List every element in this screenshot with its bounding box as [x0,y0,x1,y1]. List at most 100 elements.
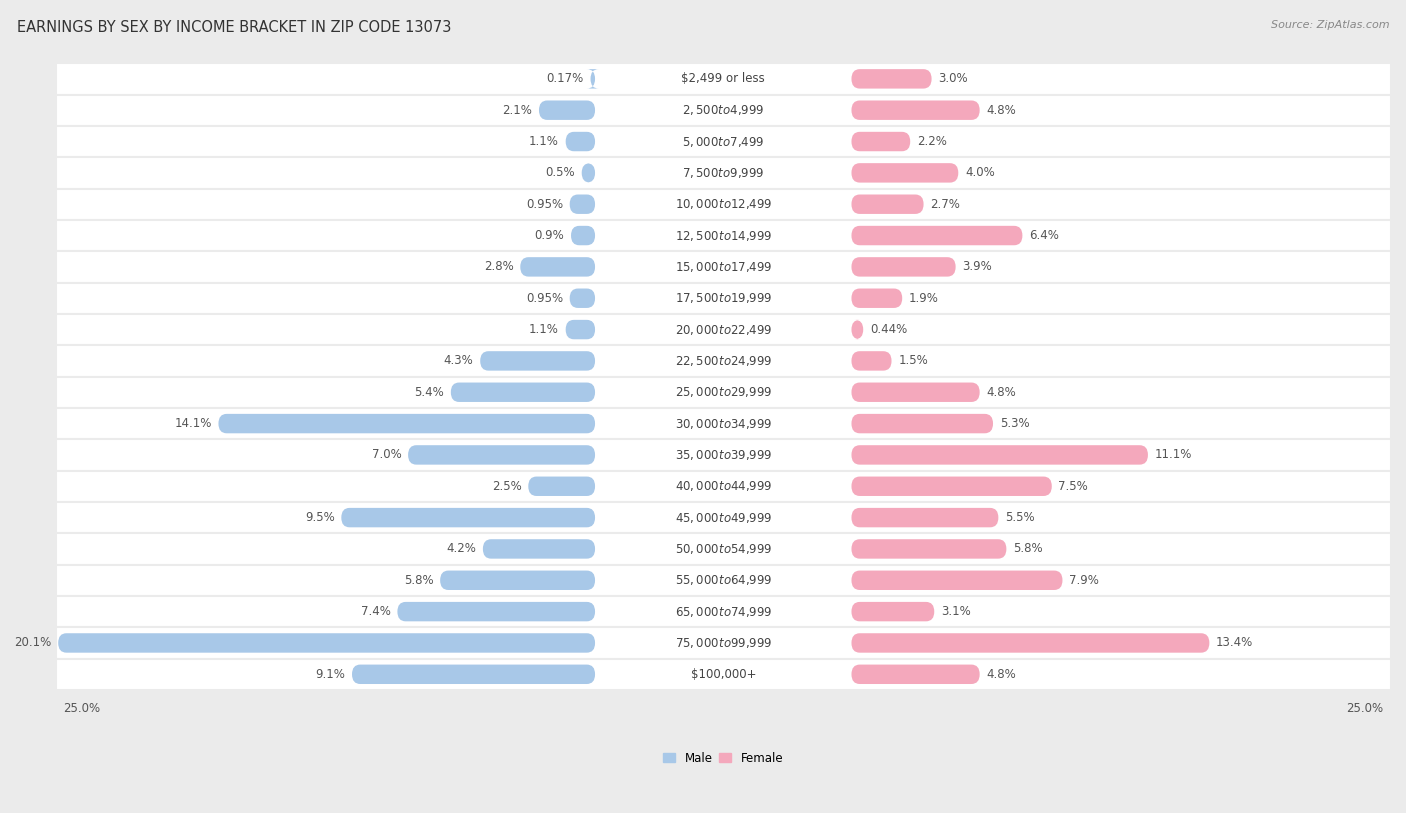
FancyBboxPatch shape [852,320,863,339]
Text: 3.9%: 3.9% [962,260,993,273]
FancyBboxPatch shape [218,414,595,433]
Text: 4.8%: 4.8% [987,385,1017,398]
FancyBboxPatch shape [529,476,595,496]
FancyBboxPatch shape [342,508,595,528]
FancyBboxPatch shape [55,628,1391,659]
FancyBboxPatch shape [55,439,1391,471]
Text: $35,000 to $39,999: $35,000 to $39,999 [675,448,772,462]
Text: $22,500 to $24,999: $22,500 to $24,999 [675,354,772,368]
FancyBboxPatch shape [852,602,934,621]
Text: $65,000 to $74,999: $65,000 to $74,999 [675,605,772,619]
Text: 1.1%: 1.1% [529,135,560,148]
FancyBboxPatch shape [852,257,956,276]
Text: $7,500 to $9,999: $7,500 to $9,999 [682,166,765,180]
FancyBboxPatch shape [571,226,595,246]
FancyBboxPatch shape [55,502,1391,533]
FancyBboxPatch shape [55,314,1391,346]
FancyBboxPatch shape [398,602,595,621]
Text: 6.4%: 6.4% [1029,229,1059,242]
Text: 9.5%: 9.5% [305,511,335,524]
FancyBboxPatch shape [352,664,595,684]
FancyBboxPatch shape [55,471,1391,502]
FancyBboxPatch shape [55,533,1391,564]
FancyBboxPatch shape [565,132,595,151]
Text: 5.5%: 5.5% [1005,511,1035,524]
Text: 5.8%: 5.8% [1014,542,1043,555]
Text: Source: ZipAtlas.com: Source: ZipAtlas.com [1271,20,1389,30]
Text: 1.5%: 1.5% [898,354,928,367]
Text: 9.1%: 9.1% [315,667,346,680]
Text: 25.0%: 25.0% [1346,702,1384,715]
Text: 2.1%: 2.1% [502,104,533,117]
FancyBboxPatch shape [852,69,932,89]
Text: 13.4%: 13.4% [1216,637,1253,650]
FancyBboxPatch shape [55,220,1391,251]
FancyBboxPatch shape [55,408,1391,439]
FancyBboxPatch shape [852,163,959,183]
FancyBboxPatch shape [852,351,891,371]
Text: $12,500 to $14,999: $12,500 to $14,999 [675,228,772,242]
Text: $2,500 to $4,999: $2,500 to $4,999 [682,103,765,117]
FancyBboxPatch shape [852,446,1147,465]
FancyBboxPatch shape [408,446,595,465]
FancyBboxPatch shape [55,157,1391,189]
Text: EARNINGS BY SEX BY INCOME BRACKET IN ZIP CODE 13073: EARNINGS BY SEX BY INCOME BRACKET IN ZIP… [17,20,451,35]
FancyBboxPatch shape [852,664,980,684]
Text: 5.8%: 5.8% [404,574,433,587]
Text: $15,000 to $17,499: $15,000 to $17,499 [675,260,772,274]
FancyBboxPatch shape [582,163,595,183]
Text: $75,000 to $99,999: $75,000 to $99,999 [675,636,772,650]
Text: 4.8%: 4.8% [987,667,1017,680]
FancyBboxPatch shape [852,633,1209,653]
Text: 7.5%: 7.5% [1059,480,1088,493]
Text: 4.3%: 4.3% [444,354,474,367]
FancyBboxPatch shape [55,346,1391,376]
FancyBboxPatch shape [440,571,595,590]
FancyBboxPatch shape [55,659,1391,690]
Text: 4.8%: 4.8% [987,104,1017,117]
Text: $45,000 to $49,999: $45,000 to $49,999 [675,511,772,524]
FancyBboxPatch shape [451,383,595,402]
Text: $40,000 to $44,999: $40,000 to $44,999 [675,479,772,493]
Text: 7.0%: 7.0% [371,449,401,462]
FancyBboxPatch shape [852,476,1052,496]
Text: 1.1%: 1.1% [529,323,560,336]
Text: 20.1%: 20.1% [14,637,52,650]
FancyBboxPatch shape [482,539,595,559]
FancyBboxPatch shape [852,289,903,308]
Text: 25.0%: 25.0% [63,702,101,715]
Text: 7.9%: 7.9% [1069,574,1099,587]
FancyBboxPatch shape [481,351,595,371]
FancyBboxPatch shape [852,571,1063,590]
Text: 7.4%: 7.4% [361,605,391,618]
FancyBboxPatch shape [852,508,998,528]
FancyBboxPatch shape [55,283,1391,314]
Text: $25,000 to $29,999: $25,000 to $29,999 [675,385,772,399]
Text: 4.2%: 4.2% [446,542,477,555]
FancyBboxPatch shape [852,414,993,433]
Text: 2.2%: 2.2% [917,135,946,148]
Text: 4.0%: 4.0% [965,167,994,180]
FancyBboxPatch shape [852,226,1022,246]
Text: $5,000 to $7,499: $5,000 to $7,499 [682,134,765,149]
FancyBboxPatch shape [852,539,1007,559]
Text: $55,000 to $64,999: $55,000 to $64,999 [675,573,772,587]
FancyBboxPatch shape [852,194,924,214]
Text: $30,000 to $34,999: $30,000 to $34,999 [675,416,772,431]
Text: 3.0%: 3.0% [938,72,967,85]
FancyBboxPatch shape [55,564,1391,596]
Text: 14.1%: 14.1% [174,417,212,430]
Text: 11.1%: 11.1% [1154,449,1192,462]
FancyBboxPatch shape [55,189,1391,220]
FancyBboxPatch shape [852,132,910,151]
FancyBboxPatch shape [852,101,980,120]
Text: $17,500 to $19,999: $17,500 to $19,999 [675,291,772,305]
FancyBboxPatch shape [55,94,1391,126]
FancyBboxPatch shape [55,596,1391,628]
Text: 5.4%: 5.4% [415,385,444,398]
Text: 2.8%: 2.8% [484,260,513,273]
Text: 0.9%: 0.9% [534,229,564,242]
FancyBboxPatch shape [569,194,595,214]
Text: 2.7%: 2.7% [931,198,960,211]
FancyBboxPatch shape [58,633,595,653]
